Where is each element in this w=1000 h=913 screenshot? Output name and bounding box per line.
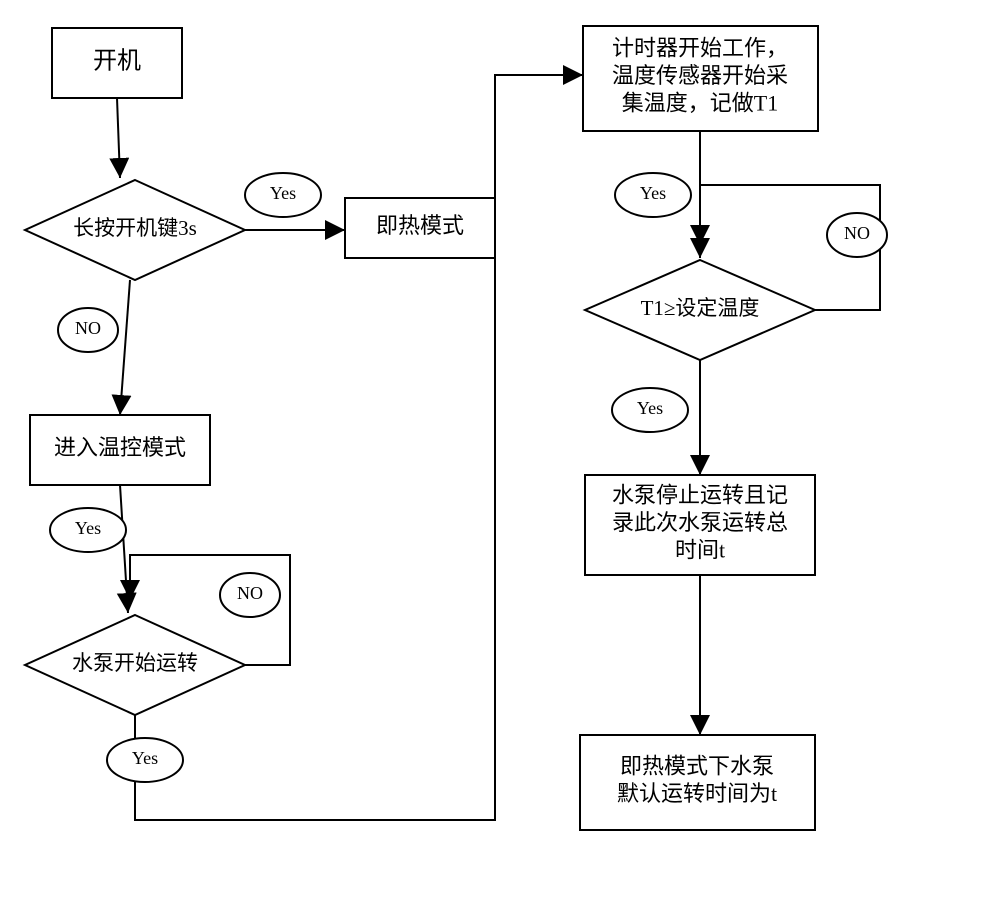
text-n6: 集温度，记做T1 — [622, 91, 778, 116]
edge-2 — [120, 280, 130, 415]
edge-3 — [120, 485, 128, 613]
label-text-yes1: Yes — [270, 183, 296, 203]
text-n8: 录此次水泵运转总 — [612, 510, 788, 535]
label-yes1: Yes — [245, 173, 321, 217]
node-n4: 进入温控模式 — [30, 415, 210, 485]
text-n4: 进入温控模式 — [54, 435, 186, 460]
text-n1: 开机 — [93, 48, 141, 75]
label-text-no2: NO — [237, 583, 263, 603]
text-n8: 时间t — [675, 538, 725, 563]
node-n7: T1≥设定温度 — [585, 260, 815, 360]
text-n9: 即热模式下水泵 — [620, 753, 774, 778]
label-yes2: Yes — [50, 508, 126, 552]
text-n5: 水泵开始运转 — [72, 651, 198, 675]
label-yes5: Yes — [612, 388, 688, 432]
node-n1: 开机 — [52, 28, 182, 98]
label-yes4: Yes — [615, 173, 691, 217]
label-text-yes3: Yes — [132, 748, 158, 768]
text-n2: 长按开机键3s — [73, 216, 197, 240]
text-n7: T1≥设定温度 — [641, 296, 760, 320]
edge-0 — [117, 98, 120, 178]
node-n2: 长按开机键3s — [25, 180, 245, 280]
label-no2: NO — [220, 573, 280, 617]
text-n6: 温度传感器开始采 — [612, 63, 788, 88]
node-n5: 水泵开始运转 — [25, 615, 245, 715]
label-no1: NO — [58, 308, 118, 352]
label-yes3: Yes — [107, 738, 183, 782]
label-text-yes4: Yes — [640, 183, 666, 203]
node-n9: 即热模式下水泵默认运转时间为t — [580, 735, 815, 830]
node-n3: 即热模式 — [345, 198, 495, 258]
label-text-yes2: Yes — [75, 518, 101, 538]
text-n9: 默认运转时间为t — [617, 781, 777, 806]
label-text-no1: NO — [75, 318, 101, 338]
label-text-no4: NO — [844, 223, 870, 243]
node-n6: 计时器开始工作，温度传感器开始采集温度，记做T1 — [583, 26, 818, 131]
label-no4: NO — [827, 213, 887, 257]
text-n8: 水泵停止运转且记 — [612, 483, 788, 508]
text-n3: 即热模式 — [376, 213, 464, 238]
text-n6: 计时器开始工作， — [612, 36, 788, 61]
node-n8: 水泵停止运转且记录此次水泵运转总时间t — [585, 475, 815, 575]
label-text-yes5: Yes — [637, 398, 663, 418]
